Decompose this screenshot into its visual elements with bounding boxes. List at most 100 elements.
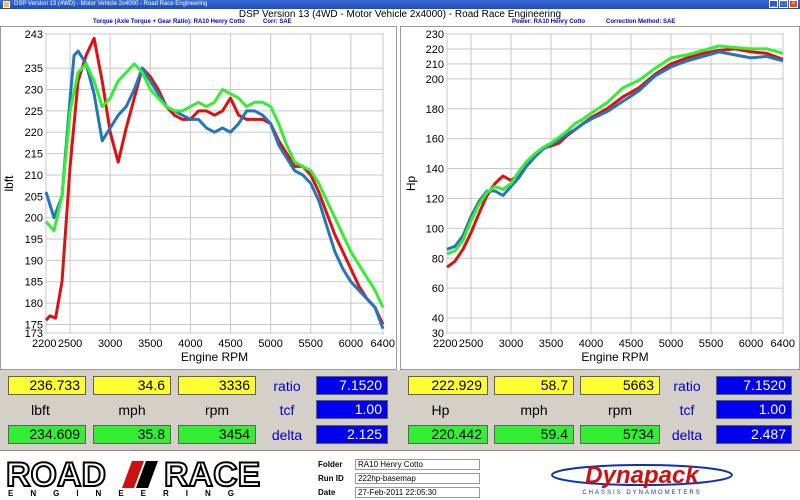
left-x-tick-label: 2200	[32, 338, 56, 350]
power-value-1: 222.929	[408, 376, 488, 395]
delta-label: delta	[271, 427, 303, 443]
ratio-label: ratio	[273, 378, 301, 394]
app-icon	[3, 1, 10, 8]
right-y-tick-label: 140	[426, 164, 444, 176]
right-y-tick-label: 220	[426, 44, 444, 56]
left-y-tick-label: 200	[25, 213, 43, 225]
close-icon[interactable]: ×	[789, 0, 798, 8]
torque-chart-title: Torque (Axle Torque + Gear Ratio): RA10 …	[93, 19, 245, 25]
left-y-tick-label: 235	[25, 63, 43, 75]
power-chart-title: Power: RA10 Henry Cotto	[512, 19, 586, 25]
right-y-tick-label: 210	[426, 59, 444, 71]
right-x-tick-label: 5000	[659, 338, 683, 350]
left-y-tick-label: 175	[25, 319, 43, 331]
power-unit-label: Hp	[431, 402, 450, 418]
torque-y-axis-label: lbft	[2, 175, 16, 192]
window-controls: _ □ ×	[769, 0, 798, 9]
run-id-label: Run ID	[318, 474, 344, 483]
footer: ROAD RACE ENGINEERING Folder RA10 Henry …	[0, 450, 800, 500]
left-y-tick-label: 180	[25, 298, 43, 310]
right-x-tick-label: 2200	[433, 338, 457, 350]
dynapack-swoosh	[551, 464, 733, 486]
power-tick-labels: 30 40 60 80 100 120 140 160 180 200 210 220 230 2200 2…	[426, 29, 795, 350]
left-y-tick-label: 230	[25, 85, 43, 97]
rpm-unit-label: rpm	[204, 402, 230, 418]
power-speed-value-1: 58.7	[494, 376, 574, 395]
maximize-icon[interactable]: □	[779, 0, 788, 8]
left-x-tick-label: 4000	[178, 338, 202, 350]
left-y-tick-label: 220	[25, 127, 43, 139]
power-delta-value: 2.487	[716, 425, 792, 444]
speed-value-1: 34.6	[93, 376, 171, 395]
torque-x-axis-label: Engine RPM	[181, 350, 248, 364]
right-x-tick-label: 6400	[771, 338, 795, 350]
right-y-tick-label: 160	[426, 134, 444, 146]
left-y-tick-label: 185	[25, 277, 43, 289]
logo-word-race: RACE	[164, 457, 260, 494]
power-speed-value-2: 59.4	[494, 425, 574, 444]
folder-value: RA10 Henry Cotto	[355, 459, 480, 470]
right-y-tick-label: 40	[432, 313, 444, 325]
torque-unit-label: lbft	[31, 402, 50, 418]
power-rpm-unit-label: rpm	[607, 402, 633, 418]
right-x-tick-label: 6000	[739, 338, 763, 350]
left-x-tick-label: 5500	[299, 338, 323, 350]
power-y-axis-label: Hp	[404, 176, 418, 192]
power-x-axis-label: Engine RPM	[581, 350, 648, 364]
logo-engineering: ENGINEERING	[8, 489, 251, 497]
logo-slash-black	[136, 461, 158, 488]
report-title: DSP Version 13 (4WD - Motor Vehicle 2x40…	[238, 9, 562, 20]
right-y-tick-label: 120	[426, 193, 444, 205]
power-ratio-value: 7.1520	[716, 376, 792, 395]
power-chart[interactable]: 30 40 60 80 100 120 140 160 180 200 210 220 230 2200 2…	[401, 27, 800, 371]
power-delta-label: delta	[671, 427, 703, 443]
left-y-tick-label: 225	[25, 106, 43, 118]
torque-value-1: 236.733	[8, 376, 86, 395]
dynapack-wordmark: Dynapack	[585, 462, 700, 489]
right-series-line-3	[446, 44, 784, 256]
right-x-tick-label: 2500	[459, 338, 483, 350]
right-y-tick-label: 180	[426, 104, 444, 116]
torque-chart-panel[interactable]: 173 175 180 185 190 195 200 205 210 215 220 225 230 2…	[0, 26, 397, 370]
speed-unit-label: mph	[118, 402, 146, 418]
speed-value-2: 35.8	[93, 425, 171, 444]
power-ratio-label: ratio	[673, 378, 701, 394]
right-y-tick-label: 30	[432, 328, 444, 340]
road-race-engineering-logo: ROAD RACE ENGINEERING	[6, 457, 261, 497]
left-y-tick-label: 190	[25, 255, 43, 267]
delta-value: 2.125	[316, 425, 388, 444]
right-y-tick-label: 230	[426, 29, 444, 41]
dynapack-tagline: CHASSIS DYNAMOMETERS	[582, 490, 701, 496]
tcf-label: tcf	[279, 402, 295, 418]
left-y-tick-label: 210	[25, 170, 43, 182]
minimize-icon[interactable]: _	[769, 0, 778, 8]
left-y-tick-label: 215	[25, 149, 43, 161]
left-y-tick-label: 195	[25, 234, 43, 246]
left-y-tick-label: 243	[25, 29, 43, 41]
left-x-tick-label: 2500	[58, 338, 82, 350]
right-y-tick-label: 60	[432, 283, 444, 295]
left-x-tick-label: 5000	[258, 338, 282, 350]
power-speed-unit-label: mph	[520, 402, 548, 418]
tcf-value: 1.00	[316, 400, 388, 419]
power-correction-label: Correction Method: SAE	[606, 19, 676, 25]
right-x-tick-label: 4000	[579, 338, 603, 350]
power-rpm-value-2: 5734	[580, 425, 660, 444]
logo-slash-red	[122, 461, 144, 488]
right-x-tick-label: 4500	[619, 338, 643, 350]
date-label: Date	[318, 488, 336, 497]
torque-plot-area	[45, 33, 384, 334]
power-value-2: 220.442	[408, 425, 488, 444]
left-x-tick-label: 3000	[98, 338, 122, 350]
readout-panel: 236.733 34.6 3336 ratio 7.1520 lbft mph …	[0, 370, 800, 450]
power-tcf-label: tcf	[679, 402, 695, 418]
power-chart-panel[interactable]: 30 40 60 80 100 120 140 160 180 200 210 220 230 2200 2…	[400, 26, 800, 370]
left-y-tick-label: 173	[25, 328, 43, 340]
rpm-value-1: 3336	[178, 376, 256, 395]
right-y-tick-label: 80	[432, 253, 444, 265]
left-y-tick-label: 205	[25, 191, 43, 203]
window-title: DSP Version 13 (4WD) - Motor Vehicle 2x4…	[14, 1, 208, 7]
run-id-value: 222hp-basemap	[355, 473, 480, 484]
